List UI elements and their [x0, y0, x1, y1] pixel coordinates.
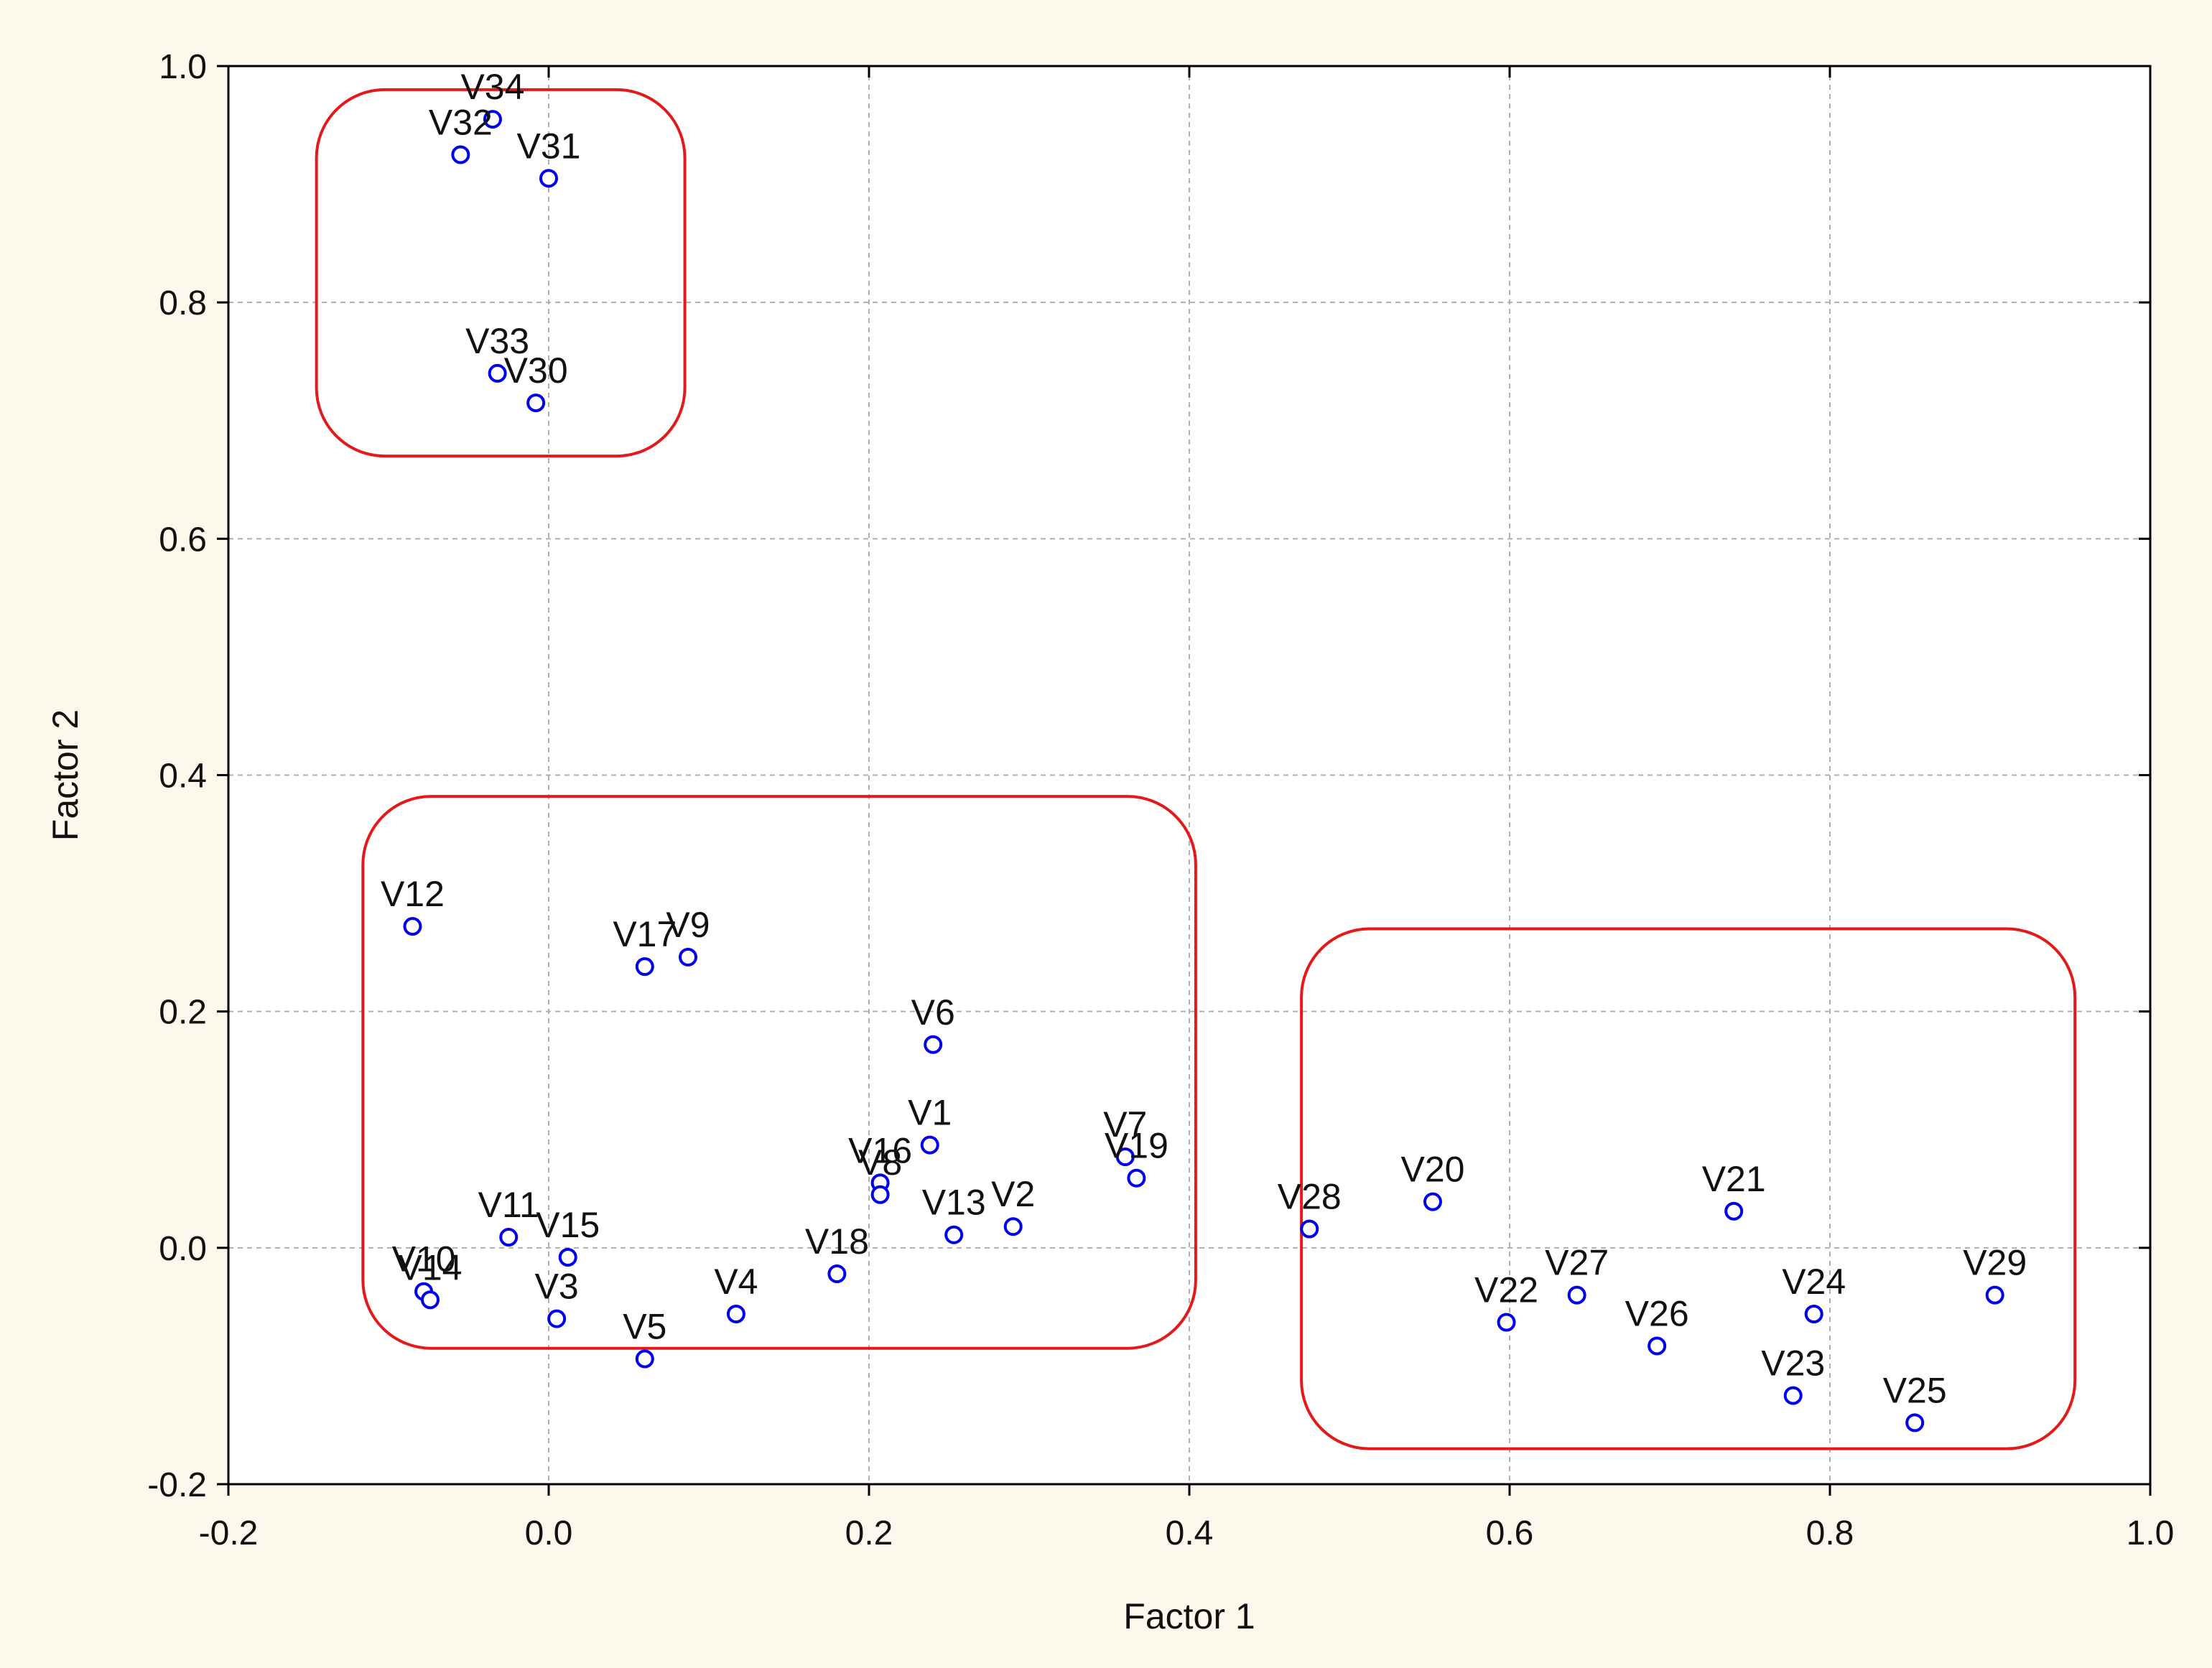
data-point	[539, 169, 558, 188]
y-axis-label: Factor 2	[45, 709, 85, 841]
data-point	[827, 1264, 847, 1284]
data-point	[451, 145, 470, 164]
y-tick-label: 0.6	[159, 521, 207, 559]
data-point	[1648, 1336, 1667, 1356]
point-label: V17	[613, 914, 677, 954]
data-point	[1905, 1413, 1925, 1432]
point-label: V5	[623, 1307, 666, 1347]
point-label: V22	[1474, 1270, 1538, 1310]
point-label: V23	[1761, 1343, 1825, 1384]
point-label: V6	[911, 992, 955, 1033]
data-point	[483, 110, 502, 129]
axis-ticks: -0.2 0.0 0.2 0.4 0.6 0.8 1.0 -0.2 0.0 0.2 0.4 0.6 0.…	[147, 48, 2174, 1552]
data-point	[635, 1349, 654, 1369]
point-label: V13	[922, 1183, 986, 1223]
point-label: V7	[1103, 1104, 1147, 1145]
group-outline	[315, 88, 687, 458]
point-label: V21	[1702, 1159, 1766, 1199]
point-label: V8	[858, 1142, 902, 1183]
x-tick-label: 0.0	[525, 1514, 573, 1552]
data-point	[1783, 1386, 1803, 1405]
x-tick-label: 0.2	[845, 1514, 893, 1552]
y-tick-label: 0.8	[159, 284, 207, 322]
data-point	[679, 947, 698, 966]
data-point	[1423, 1192, 1442, 1211]
point-label: V2	[991, 1174, 1035, 1214]
point-label: V4	[714, 1262, 758, 1302]
data-point	[870, 1185, 890, 1204]
point-label: V33	[465, 321, 529, 361]
data-point	[1724, 1201, 1744, 1221]
point-label: V11	[478, 1185, 539, 1225]
x-tick-label: 0.6	[1486, 1514, 1534, 1552]
data-point	[420, 1290, 440, 1310]
data-point	[635, 957, 654, 977]
point-label: V24	[1782, 1262, 1846, 1302]
y-tick-label: 0.2	[159, 994, 207, 1032]
y-tick-label: 0.0	[159, 1230, 207, 1268]
point-label: V10	[392, 1239, 456, 1280]
data-point	[1804, 1305, 1823, 1323]
data-point	[726, 1305, 745, 1323]
data-point	[1567, 1285, 1586, 1305]
point-label: V20	[1400, 1150, 1464, 1190]
data-point	[526, 393, 546, 413]
point-label: V1	[908, 1093, 952, 1133]
point-label: V18	[805, 1221, 869, 1262]
data-points	[403, 110, 2004, 1432]
data-point	[1127, 1168, 1146, 1188]
x-tick-label: -0.2	[199, 1514, 259, 1552]
data-point	[1300, 1219, 1319, 1239]
data-point	[1115, 1147, 1135, 1167]
point-label: V15	[536, 1205, 600, 1245]
data-point	[488, 363, 507, 383]
point-label: V28	[1278, 1177, 1342, 1217]
grid	[228, 66, 2150, 1484]
data-point	[1003, 1217, 1023, 1236]
y-tick-label: 0.4	[159, 758, 207, 796]
point-label: V12	[381, 874, 445, 914]
point-label: V30	[504, 350, 568, 391]
x-axis-label: Factor 1	[1123, 1596, 1255, 1636]
data-point	[499, 1228, 519, 1247]
group-boxes	[315, 88, 2077, 1450]
point-label: V26	[1625, 1293, 1689, 1333]
point-label: V27	[1545, 1243, 1609, 1283]
data-point	[920, 1135, 939, 1155]
x-tick-label: 1.0	[2127, 1514, 2175, 1552]
point-label: V32	[429, 102, 493, 142]
group-outline	[361, 795, 1197, 1350]
y-tick-label: -0.2	[147, 1466, 207, 1504]
point-label: V16	[848, 1130, 912, 1170]
data-point	[924, 1035, 943, 1054]
data-point	[403, 917, 422, 936]
point-label: V25	[1883, 1370, 1947, 1410]
point-label: V19	[1105, 1126, 1168, 1166]
point-label: V29	[1963, 1243, 2027, 1283]
point-label: V9	[666, 905, 710, 945]
x-tick-label: 0.8	[1806, 1514, 1854, 1552]
group-outline	[1300, 927, 2077, 1450]
y-tick-label: 1.0	[159, 48, 207, 86]
x-tick-label: 0.4	[1166, 1514, 1214, 1552]
data-point	[1985, 1285, 2004, 1305]
point-label: V14	[398, 1247, 462, 1287]
data-point	[944, 1225, 964, 1244]
point-label: V3	[535, 1267, 579, 1307]
point-label: V31	[517, 126, 581, 166]
data-point	[558, 1248, 577, 1267]
data-point	[547, 1309, 567, 1328]
point-label: V34	[460, 67, 524, 107]
data-point	[1497, 1313, 1516, 1332]
